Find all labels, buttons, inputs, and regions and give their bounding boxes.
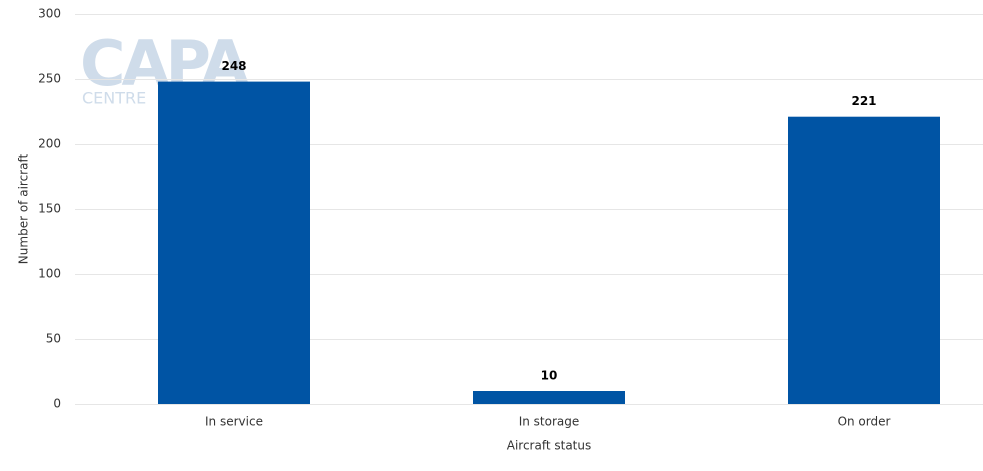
bar [473,391,625,404]
y-tick-label: 200 [38,137,61,151]
y-tick-label: 250 [38,72,61,86]
watermark-subtitle: CENTRE [82,89,146,108]
x-axis-title: Aircraft status [507,439,592,453]
data-label: 221 [851,94,876,108]
x-tick-label: On order [838,415,891,429]
data-label: 248 [221,59,246,73]
bar [788,116,940,404]
y-tick-label: 100 [38,267,61,281]
y-axis-title: Number of aircraft [17,154,31,265]
x-tick-label: In service [205,415,263,429]
y-tick-label: 0 [53,397,61,411]
y-tick-label: 50 [46,332,61,346]
y-tick-label: 300 [38,7,61,21]
data-label: 10 [541,369,558,383]
x-tick-label: In storage [519,415,580,429]
y-tick-label: 150 [38,202,61,216]
bar [158,81,310,404]
